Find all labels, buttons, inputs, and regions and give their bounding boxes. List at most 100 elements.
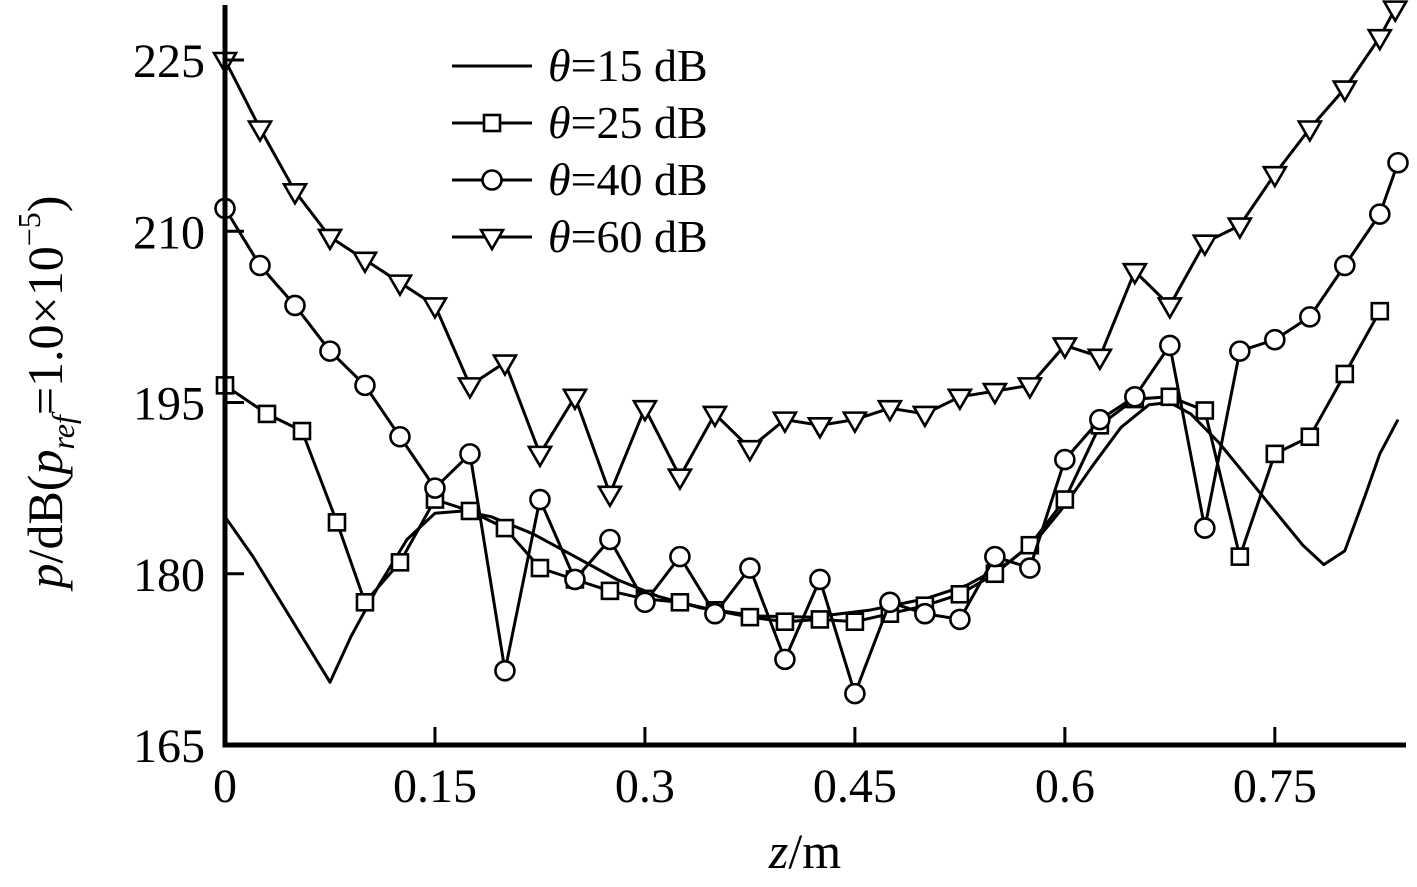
y-axis-label-exponent: −5: [11, 212, 47, 246]
axes: [222, 5, 1406, 748]
square-marker: [1300, 427, 1320, 447]
triangle-down-marker: [1016, 377, 1044, 400]
series-line: [224, 310, 1382, 624]
legend-label-text: =15 dB: [571, 40, 708, 91]
circle-marker: [844, 682, 866, 705]
triangle-down-marker: [491, 354, 519, 378]
triangle-down-marker: [316, 228, 344, 252]
triangle-down-marker: [841, 411, 869, 435]
y-axis-label-mid: /dB(: [17, 475, 73, 564]
circle-marker: [984, 545, 1006, 568]
triangle-down-marker: [281, 182, 309, 206]
square-marker: [670, 592, 690, 612]
y-axis-label-eq: =1.0×10: [17, 246, 73, 415]
square-marker: [1195, 401, 1215, 420]
square-marker: [1335, 364, 1355, 384]
triangle-down-marker: [1051, 337, 1079, 361]
legend-item: θ=40 dB: [452, 154, 708, 205]
circle-marker: [1089, 408, 1111, 431]
x-tick-label: 0.75: [1233, 760, 1317, 813]
circle-marker: [669, 545, 691, 568]
y-tick-label: 195: [133, 378, 205, 431]
circle-marker: [249, 254, 271, 277]
circle-marker: [1334, 254, 1356, 277]
square-marker: [327, 513, 347, 532]
legend-circle-marker: [481, 169, 503, 191]
circle-marker: [704, 602, 726, 625]
x-axis-label: z/m: [768, 823, 841, 879]
y-axis-label: p/dB(pref=1.0×10−5): [11, 196, 81, 592]
y-axis-label-refsub: ref: [45, 411, 81, 449]
legend-label-text: =40 dB: [571, 154, 708, 205]
y-tick-label: 165: [133, 720, 205, 773]
legend-label-text: =60 dB: [571, 211, 708, 262]
y-tick-label: 210: [133, 206, 205, 259]
triangle-down-marker: [386, 274, 414, 298]
y-tick-label: 180: [133, 549, 205, 602]
square-marker: [355, 592, 375, 612]
circle-marker: [459, 443, 481, 465]
triangle-down-marker: [1331, 80, 1359, 104]
triangle-down-marker: [1381, 0, 1409, 24]
circle-marker: [1159, 334, 1181, 357]
circle-marker: [1054, 448, 1076, 471]
series-3: [214, 151, 1409, 705]
square-marker: [495, 518, 515, 538]
triangle-down-marker: [736, 439, 764, 463]
legend-item: θ=15 dB: [452, 40, 708, 91]
square-marker: [257, 404, 277, 424]
legend-label-text: =25 dB: [571, 97, 708, 148]
circle-marker: [1229, 340, 1251, 362]
circle-marker: [1264, 328, 1286, 351]
circle-marker: [1299, 306, 1321, 328]
circle-marker: [1019, 557, 1041, 579]
square-marker: [530, 558, 550, 578]
circle-marker: [809, 568, 831, 591]
legend-item: θ=25 dB: [452, 97, 708, 148]
x-tick-label: 0.3: [615, 760, 675, 813]
legend-label: θ=40 dB: [548, 154, 708, 205]
triangle-down-marker: [246, 120, 274, 144]
y-tick-label: 225: [133, 35, 205, 88]
circle-marker: [529, 488, 551, 511]
square-marker: [1265, 444, 1285, 464]
triangle-down-marker: [946, 388, 974, 412]
legend-triangle-down-marker: [478, 228, 506, 252]
circle-marker: [1194, 517, 1216, 539]
square-marker: [775, 612, 795, 632]
triangle-down-marker: [1261, 165, 1289, 189]
circle-marker: [1387, 151, 1409, 174]
legend-square-marker: [482, 113, 502, 133]
square-marker: [292, 421, 312, 441]
y-axis-label-close: ): [17, 196, 73, 213]
square-marker: [460, 501, 480, 521]
square-marker: [600, 581, 620, 601]
square-marker: [1055, 490, 1075, 509]
x-tick-label: 0: [213, 760, 237, 813]
square-marker: [740, 607, 760, 627]
legend-label: θ=60 dB: [548, 211, 708, 262]
circle-marker: [739, 557, 761, 579]
triangle-down-marker: [771, 411, 799, 435]
legend-theta-symbol: θ: [548, 211, 571, 262]
square-marker: [950, 584, 970, 604]
triangle-down-marker: [1191, 234, 1219, 258]
triangle-down-marker: [666, 468, 694, 492]
square-marker: [810, 610, 830, 629]
triangle-down-marker: [456, 377, 484, 400]
circle-marker: [634, 591, 656, 614]
legend: θ=15 dBθ=25 dBθ=40 dBθ=60 dB: [452, 40, 708, 262]
circle-marker: [1369, 203, 1391, 225]
triangle-down-marker: [561, 388, 589, 412]
x-axis-label-symbol: z: [768, 823, 788, 879]
legend-theta-symbol: θ: [548, 40, 571, 91]
series-4: [211, 0, 1409, 509]
y-axis-label-refsym: p: [17, 450, 73, 478]
legend-label: θ=15 dB: [548, 40, 708, 91]
x-tick-label: 0.45: [813, 760, 897, 813]
legend-item: θ=60 dB: [452, 211, 708, 262]
triangle-down-marker: [701, 405, 729, 429]
square-marker: [1230, 547, 1250, 566]
